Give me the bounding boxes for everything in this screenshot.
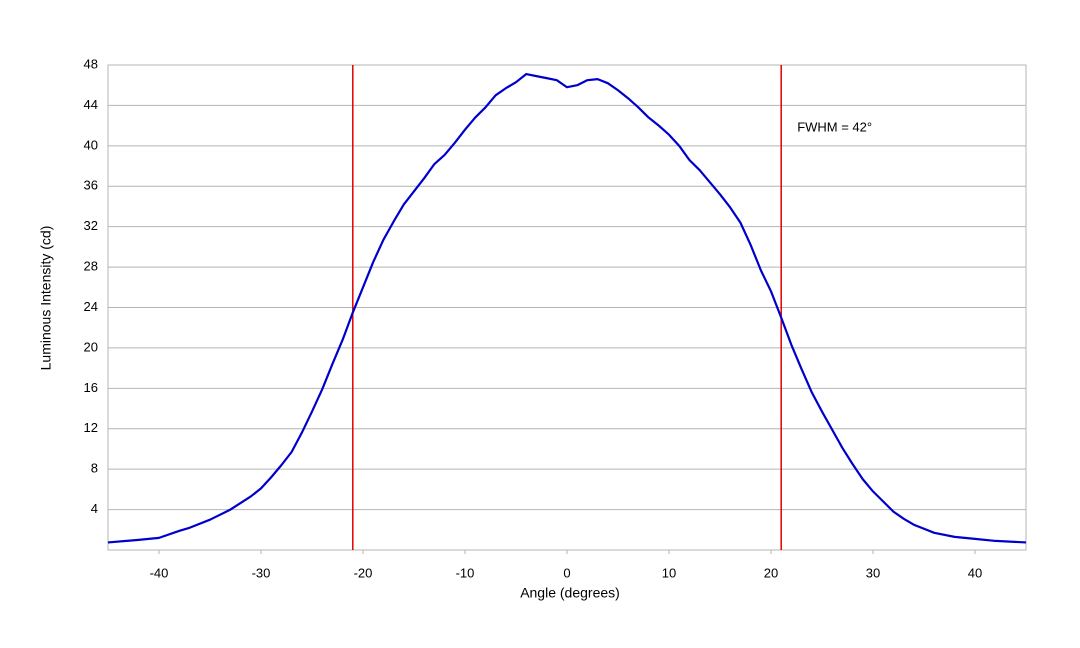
x-tick-label: 0 <box>563 565 570 580</box>
y-tick-label: 28 <box>84 259 98 274</box>
x-axis-label: Angle (degrees) <box>520 585 620 601</box>
y-tick-label: 12 <box>84 420 98 435</box>
annotation: FWHM = 42° <box>797 119 872 134</box>
y-tick-label: 24 <box>84 299 98 314</box>
y-tick-label: 40 <box>84 137 98 152</box>
x-tick-label: -10 <box>456 565 475 580</box>
y-tick-label: 4 <box>91 501 98 516</box>
plot-border <box>107 64 1027 551</box>
y-tick-label: 32 <box>84 218 98 233</box>
y-tick-label: 8 <box>91 461 98 476</box>
y-tick-label: 48 <box>84 56 98 71</box>
x-tick-label: 10 <box>662 565 676 580</box>
x-tick-label: 20 <box>764 565 778 580</box>
y-tick-label: 44 <box>84 97 98 112</box>
x-tick-label: -40 <box>150 565 169 580</box>
x-tick-label: 40 <box>968 565 982 580</box>
y-tick-label: 20 <box>84 339 98 354</box>
x-tick-label: -20 <box>354 565 373 580</box>
data-line <box>107 72 1027 544</box>
x-tick-label: 30 <box>866 565 880 580</box>
y-tick-label: 36 <box>84 178 98 193</box>
y-axis-label: Luminous Intensity (cd) <box>38 226 54 371</box>
y-tick-label: 16 <box>84 380 98 395</box>
x-tick-label: -30 <box>252 565 271 580</box>
